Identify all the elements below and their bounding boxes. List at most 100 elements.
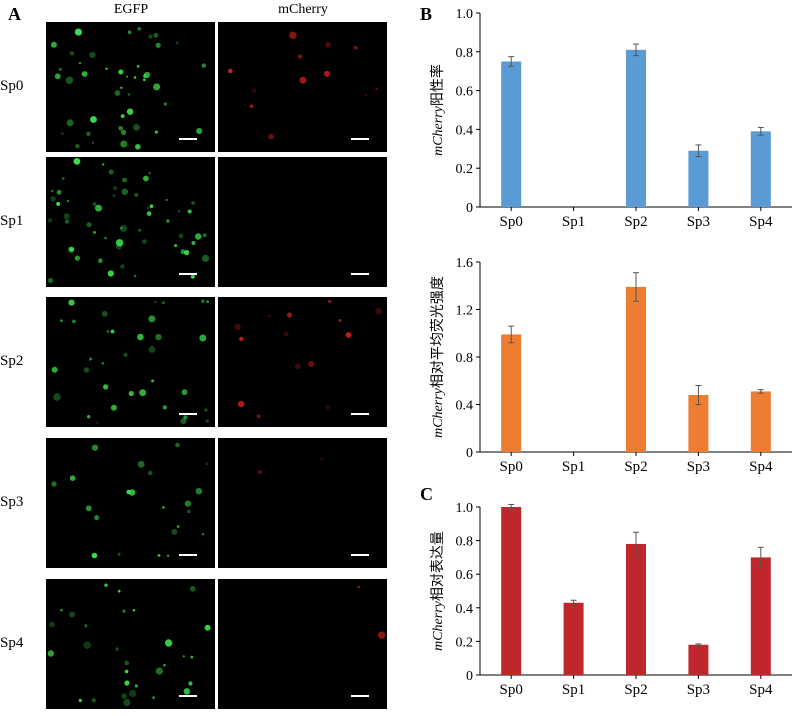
cell-dot <box>117 589 121 593</box>
y-tick-label: 0.2 <box>456 162 474 177</box>
cell-dot <box>195 487 203 495</box>
cell-dot <box>84 624 88 628</box>
column-title-egfp: EGFP <box>113 2 149 17</box>
cell-dot <box>325 41 331 48</box>
cell-dot <box>149 204 154 208</box>
cell-dot <box>252 88 257 93</box>
cell-dot <box>120 264 125 269</box>
cell-dot <box>205 462 209 465</box>
cell-dot <box>184 250 190 256</box>
cell-dot <box>91 444 99 451</box>
cell-dot <box>137 333 144 341</box>
cell-dot <box>96 421 99 424</box>
cell-dot <box>205 419 209 423</box>
x-tick-label-sp1: Sp1 <box>562 459 585 475</box>
x-tick-label-sp3: Sp3 <box>687 682 710 698</box>
mcherry-image-sp0 <box>218 22 387 152</box>
cell-dot <box>134 193 139 197</box>
bar-sp3 <box>688 395 709 452</box>
y-tick-label: 0 <box>466 669 473 684</box>
cell-dot <box>81 71 88 77</box>
cell-dot <box>320 458 323 461</box>
cell-dot <box>60 319 63 322</box>
bar-sp4 <box>750 391 771 452</box>
cell-dot <box>375 307 382 315</box>
cell-dot <box>143 78 146 82</box>
cell-dot <box>187 509 191 514</box>
cell-dot <box>295 363 301 370</box>
cell-dot <box>228 68 233 74</box>
scale-bar <box>351 413 369 415</box>
cell-dot <box>91 552 98 559</box>
y-tick-label: 0 <box>466 446 473 461</box>
cell-dot <box>163 664 166 667</box>
cell-dot <box>102 163 105 166</box>
cell-dot <box>120 114 125 118</box>
cell-dot <box>283 331 289 337</box>
cell-dot <box>154 130 158 134</box>
cell-dot <box>56 201 61 206</box>
cell-dot <box>375 87 378 90</box>
cell-dot <box>189 585 196 592</box>
cell-dot <box>178 210 181 213</box>
cell-dot <box>204 408 208 412</box>
cell-dot <box>176 525 180 528</box>
cell-dot <box>69 611 75 618</box>
cell-dot <box>74 28 82 36</box>
cell-dot <box>154 300 157 303</box>
x-tick-label-sp2: Sp2 <box>624 459 647 475</box>
mcherry-image-sp3 <box>218 438 387 568</box>
cell-dot <box>133 274 137 278</box>
row-label-sp1: Sp1 <box>0 213 24 229</box>
cell-dot <box>54 73 61 80</box>
y-tick-label: 1.0 <box>456 501 474 516</box>
cell-dot <box>128 390 134 397</box>
cell-dot <box>237 400 245 408</box>
cell-dot <box>190 655 194 659</box>
cell-dot <box>113 194 115 197</box>
scale-bar <box>179 554 197 556</box>
cell-dot <box>110 404 117 411</box>
bar-sp0 <box>501 334 522 452</box>
cell-dot <box>73 158 81 165</box>
row-label-sp3: Sp3 <box>0 494 24 510</box>
y-axis-label: mCherry相对表达量 <box>430 531 446 651</box>
cell-dot <box>308 360 315 367</box>
cell-dot <box>175 41 179 45</box>
cell-dot <box>75 144 80 149</box>
cell-dot <box>377 631 386 639</box>
cell-dot <box>234 323 241 331</box>
egfp-image-sp3 <box>46 438 215 568</box>
cell-dot <box>126 75 128 78</box>
cell-dot <box>151 379 155 383</box>
cell-dot <box>121 188 128 195</box>
x-tick-label-sp1: Sp1 <box>562 214 585 230</box>
cell-dot <box>86 222 92 228</box>
cell-dot <box>69 475 76 481</box>
cell-dot <box>187 209 192 214</box>
cell-dot <box>162 506 165 509</box>
cell-dot <box>118 126 123 131</box>
scale-bar <box>351 138 369 140</box>
cell-dot <box>166 219 170 223</box>
x-tick-label-sp3: Sp3 <box>687 214 710 230</box>
cell-dot <box>122 609 126 613</box>
cell-dot <box>106 329 110 334</box>
cell-dot <box>60 608 63 612</box>
scale-bar <box>351 554 369 556</box>
cell-dot <box>120 86 123 90</box>
cell-dot <box>148 315 156 323</box>
cell-dot <box>201 63 206 68</box>
cell-dot <box>90 116 97 123</box>
cell-dot <box>47 650 54 657</box>
cell-dot <box>93 231 96 234</box>
cell-dot <box>87 415 91 419</box>
cell-dot <box>183 688 191 695</box>
cell-dot <box>51 481 57 487</box>
x-tick-label-sp2: Sp2 <box>624 682 647 698</box>
cell-dot <box>107 270 114 277</box>
cell-dot <box>110 329 115 334</box>
bar-sp0 <box>501 507 522 675</box>
cell-dot <box>61 132 64 135</box>
cell-dot <box>47 277 54 284</box>
